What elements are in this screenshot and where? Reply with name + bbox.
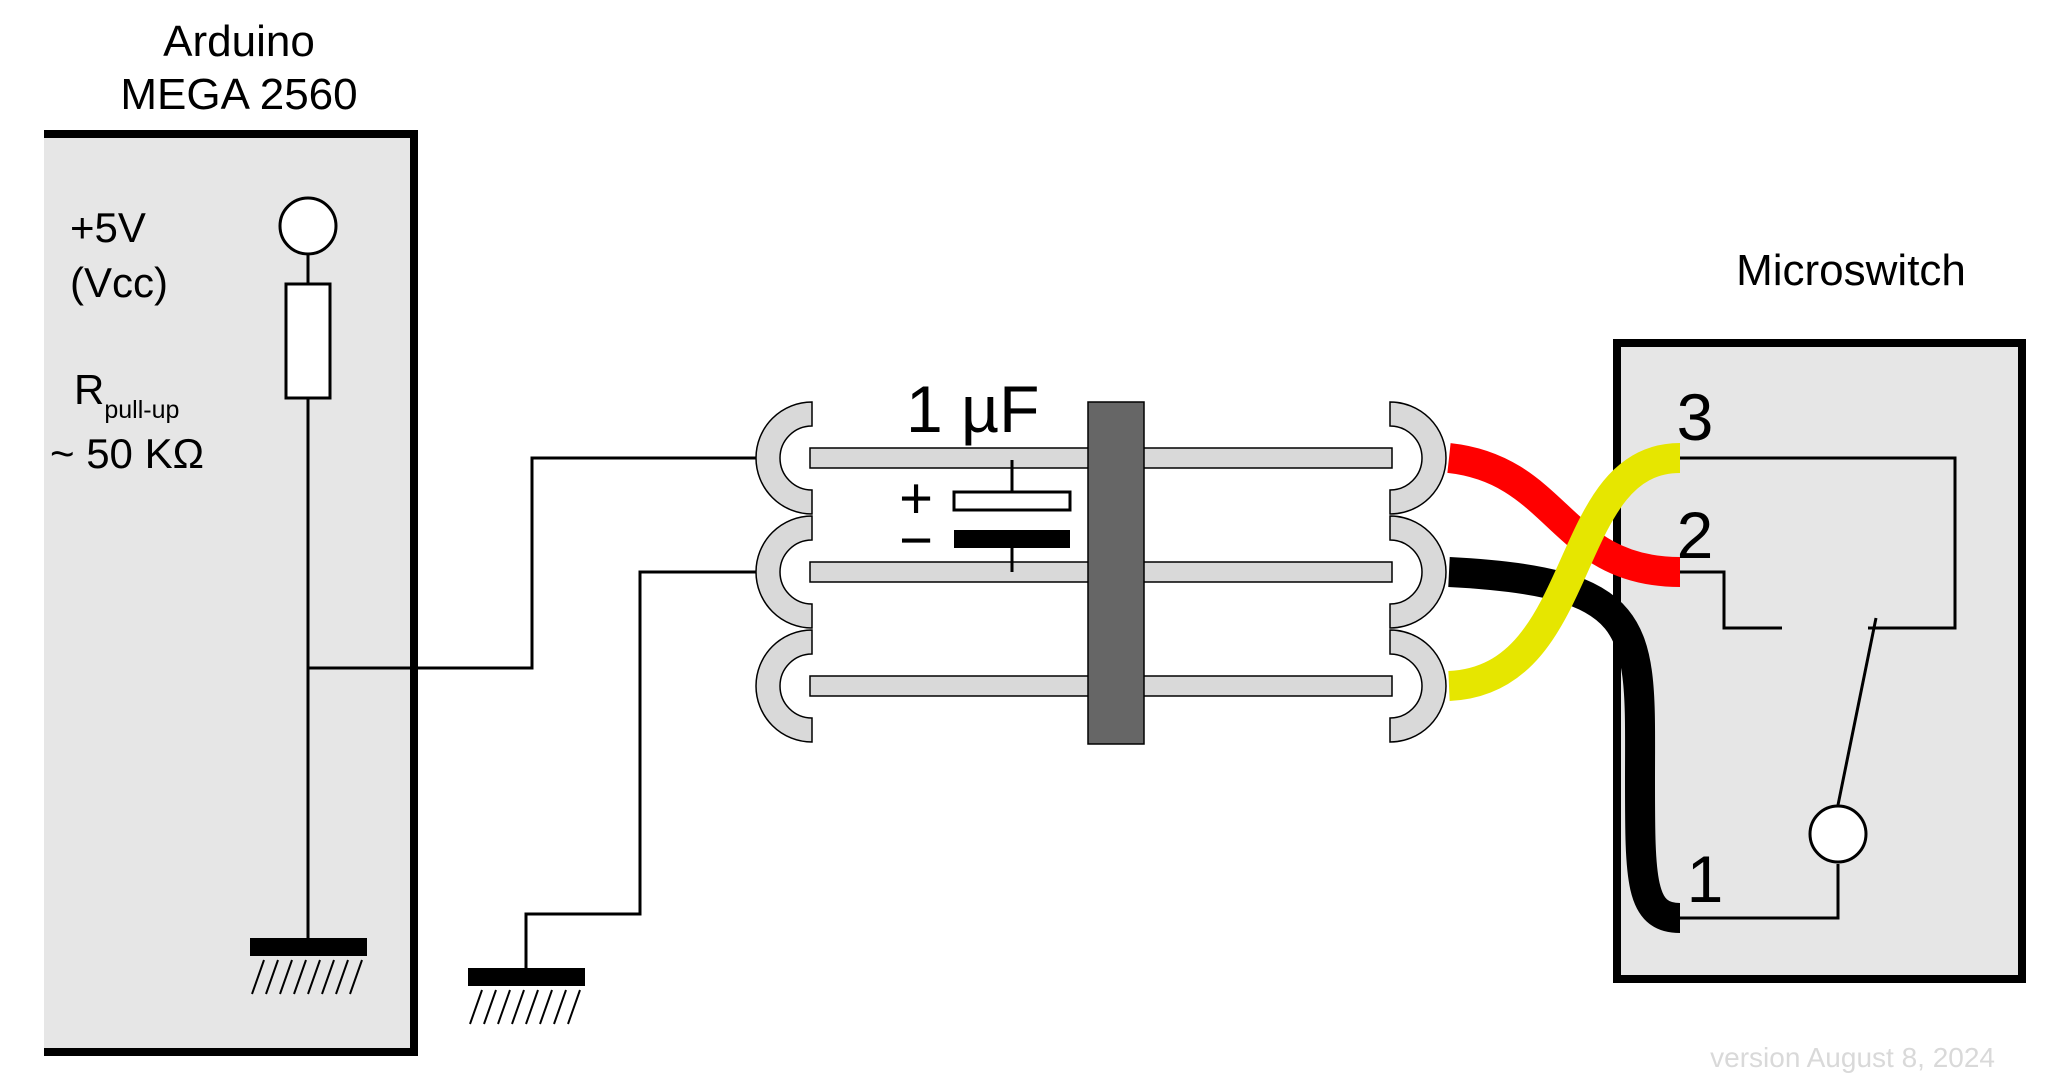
version-note: version August 8, 2024 <box>1710 1042 1995 1073</box>
resistor-icon <box>284 282 332 400</box>
resistor-label: Rpull-up <box>74 366 179 424</box>
yellow-wire <box>1447 443 1681 701</box>
arduino-title-line1: Arduino <box>163 17 315 66</box>
connector-right-cups <box>1389 401 1447 743</box>
vcc-terminal-icon <box>278 196 338 256</box>
signal-wire <box>308 456 760 670</box>
arduino-title-line2: MEGA 2560 <box>120 70 357 119</box>
capacitor-icon <box>952 460 1072 572</box>
microswitch-body <box>1613 339 2026 983</box>
ground-icon-arduino <box>250 938 367 995</box>
pin-2-label: 2 <box>1677 498 1714 572</box>
connector-housing <box>1087 401 1145 745</box>
resistor-value: ~ 50 KΩ <box>50 430 204 477</box>
red-wire <box>1446 443 1681 587</box>
resistor-label-main: R <box>74 366 104 413</box>
ground-icon-external <box>468 968 585 1025</box>
vcc-label: +5V <box>70 204 146 251</box>
resistor-label-subscript: pull-up <box>104 396 179 424</box>
capacitor-plus: + <box>899 466 933 531</box>
connector-left-cups <box>755 401 813 743</box>
capacitor-minus: − <box>899 508 933 573</box>
capacitor-value: 1 µF <box>906 372 1039 446</box>
pin-1-label: 1 <box>1687 842 1724 916</box>
ground-wire <box>524 570 760 968</box>
arduino-board <box>44 130 418 1056</box>
switch-pivot-icon <box>1808 804 1868 864</box>
microswitch-title: Microswitch <box>1736 246 1966 295</box>
vcc-sublabel: (Vcc) <box>70 259 168 306</box>
switch-contacts <box>1680 456 1957 920</box>
pin-3-label: 3 <box>1677 380 1714 454</box>
